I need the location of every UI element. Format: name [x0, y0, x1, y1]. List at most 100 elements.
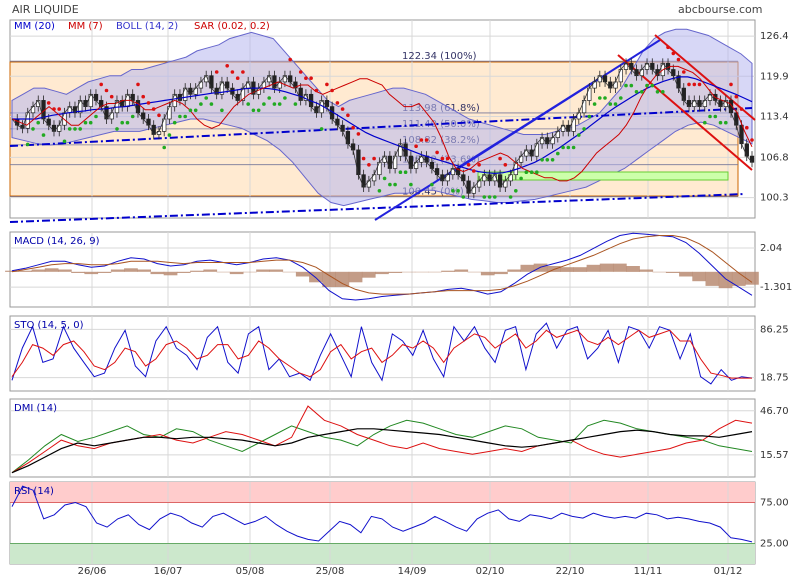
ma7-line [11, 65, 753, 182]
sto-k-line [11, 322, 753, 385]
macd-histogram-bar [282, 271, 297, 273]
candle-body [392, 155, 398, 169]
close-line [11, 62, 753, 195]
sar-dot [251, 108, 256, 113]
macd-histogram-bar [388, 271, 403, 273]
sar-dot [377, 189, 382, 193]
sar-dot [178, 114, 182, 119]
sar-dot [151, 107, 156, 111]
macd-histogram-bar [745, 271, 759, 285]
macd-histogram-bar [309, 271, 323, 283]
macd-histogram-bar [176, 271, 191, 273]
sar-dot [214, 70, 219, 74]
sar-dot [193, 108, 198, 113]
x-tick-label: 22/10 [556, 566, 585, 577]
sar-dot [277, 102, 282, 106]
macd-line [11, 232, 753, 301]
macd-histogram-bar [507, 269, 521, 272]
y-tick-label: 106.8 [760, 152, 789, 163]
macd-histogram-bar [229, 271, 244, 275]
macd-histogram-bar [110, 269, 125, 272]
sar-dot [734, 94, 739, 99]
candle-body [350, 143, 356, 151]
y-tick-label: 100.3 [760, 193, 789, 204]
legend-mm7: MM (7) [68, 21, 103, 32]
sar-dot [225, 64, 229, 68]
rsi-title: RSI (14) [14, 486, 54, 497]
legend-mm20: MM (20) [14, 21, 55, 32]
sar-dot [713, 114, 718, 119]
sar-dot [361, 156, 366, 161]
sar-dot [256, 108, 261, 113]
macd-histogram-bar [5, 270, 19, 272]
sar-dot [487, 195, 492, 199]
sar-dot [608, 102, 613, 106]
macd-histogram-bar [546, 266, 561, 272]
sar-dot [498, 156, 502, 161]
sar-dot [529, 170, 534, 174]
sar-dot [78, 127, 82, 131]
macd-signal-line [11, 235, 753, 295]
sar-dot [235, 76, 240, 80]
macd-histogram-bar [599, 263, 614, 272]
sar-dot [94, 114, 98, 119]
macd-histogram-bar [494, 271, 508, 275]
sar-dot [430, 182, 434, 187]
sar-dot [750, 138, 754, 142]
x-tick-label: 16/07 [154, 566, 183, 577]
sar-dot [67, 127, 72, 131]
macd-histogram-bar [190, 270, 204, 272]
candle-body [356, 149, 361, 176]
macd-histogram-bar [31, 269, 46, 272]
candle-body [744, 143, 749, 157]
dmi-panel: 46.70 15.57 DMI (14) [9, 398, 789, 478]
macd-histogram-bar [441, 270, 455, 272]
macd-histogram-bar [18, 270, 33, 272]
channel-up-lower [374, 77, 601, 221]
fib-label: 122.34 (100%) [402, 51, 477, 62]
macd-histogram-bar [679, 271, 693, 277]
sar-dot [283, 96, 287, 100]
sar-dot [629, 83, 634, 88]
sar-dot [619, 96, 623, 100]
sar-dot [272, 102, 277, 106]
macd-histogram-bar [243, 271, 257, 273]
sar-dot [120, 120, 124, 125]
macd-histogram-bar [467, 271, 482, 273]
support-trendline [9, 107, 753, 147]
sar-dot [666, 45, 670, 49]
bollinger-band [11, 28, 753, 207]
sar-dot [650, 83, 655, 88]
macd-histogram-bar [626, 266, 640, 272]
sar-dot [52, 107, 56, 111]
candle-body [135, 100, 141, 114]
sar-dot [671, 51, 676, 56]
macd-histogram-bar [348, 271, 363, 283]
sar-dot [325, 82, 329, 87]
sar-dot [592, 102, 597, 106]
sar-dot [472, 169, 476, 173]
y-tick-label: 15.57 [760, 450, 789, 461]
macd-histogram-bar [652, 271, 667, 273]
sar-dot [335, 101, 340, 105]
sar-dot [703, 120, 707, 125]
sar-dot [293, 102, 298, 106]
sar-dot [739, 107, 744, 111]
macd-histogram-bar [692, 271, 706, 282]
sar-dot [356, 132, 361, 136]
macd-panel: 2.04 -1.301 MACD (14, 26, 9) [5, 231, 792, 308]
sar-dot [125, 120, 130, 125]
sar-dot [550, 158, 555, 162]
sar-dot [188, 108, 193, 113]
sar-dot [634, 90, 639, 94]
sar-dot [183, 114, 187, 119]
macd-histogram-bar [705, 271, 720, 286]
sar-dot [388, 182, 392, 187]
sar-dot [419, 138, 424, 142]
sar-dot [241, 70, 245, 74]
sar-dot [130, 114, 135, 119]
y-tick-label: 126.4 [760, 31, 789, 42]
sar-dot [398, 170, 403, 174]
sar-dot [41, 133, 46, 137]
macd-histogram-bar [520, 264, 535, 272]
